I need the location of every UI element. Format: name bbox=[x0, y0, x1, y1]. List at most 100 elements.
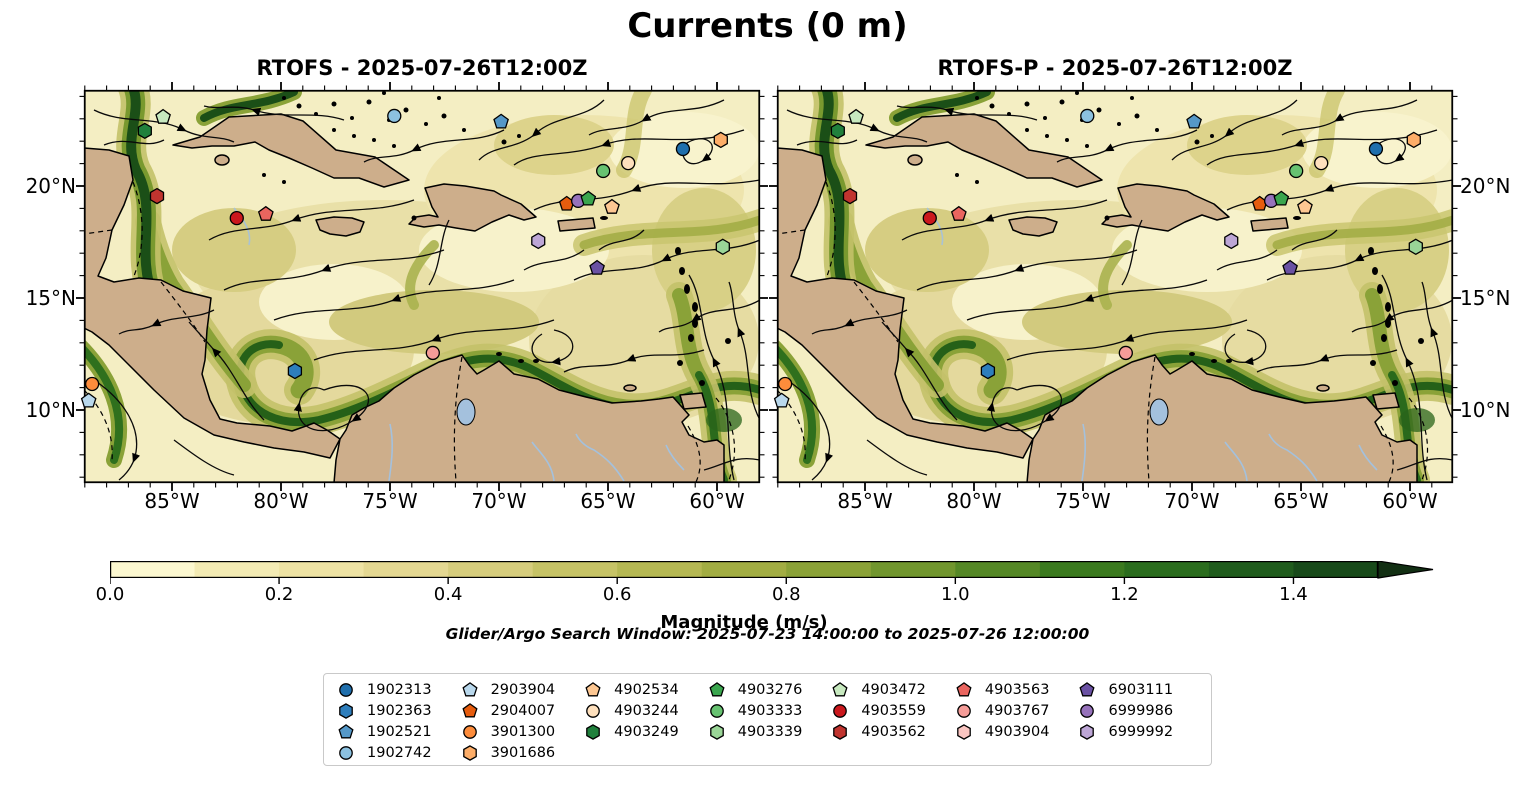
search-window-annotation: Glider/Argo Search Window: 2025-07-23 14… bbox=[445, 625, 1090, 643]
legend-label: 4903244 bbox=[614, 702, 679, 719]
legend-column: 4903472 4903559 4903562 bbox=[832, 679, 956, 742]
panel-title-rtofs-p: RTOFS-P - 2025-07-26T12:00Z bbox=[937, 56, 1293, 80]
legend-item-1902742: 1902742 bbox=[338, 742, 462, 763]
pentagon-marker-icon bbox=[832, 681, 848, 696]
legend-item-1902363: 1902363 bbox=[338, 700, 462, 721]
colorbar-label: Magnitude (m/s) bbox=[660, 612, 828, 633]
legend-column: 4903563 4903767 4903904 bbox=[956, 679, 1080, 742]
legend-item-4903249: 4903249 bbox=[585, 721, 709, 742]
x-tick-label: 65°W bbox=[580, 489, 636, 513]
circle-marker-icon bbox=[586, 703, 601, 718]
hexagon-marker-icon bbox=[1080, 723, 1095, 740]
map-panel-rtofs-p bbox=[769, 82, 1461, 491]
legend-item-4903559: 4903559 bbox=[832, 700, 956, 721]
legend-label: 3901300 bbox=[490, 723, 556, 740]
legend-label: 4903333 bbox=[737, 702, 803, 719]
circle-marker-icon bbox=[462, 724, 477, 739]
x-tick-label: 60°W bbox=[1382, 489, 1438, 513]
legend-column: 4903276 4903333 4903339 bbox=[709, 679, 833, 742]
colorbar-tick-label: 0.8 bbox=[771, 584, 801, 605]
circle-marker-icon bbox=[339, 682, 353, 697]
legend-item-4903276: 4903276 bbox=[709, 679, 833, 700]
pentagon-marker-icon bbox=[709, 681, 725, 696]
pentagon-marker-icon bbox=[462, 681, 478, 696]
legend-item-4903244: 4903244 bbox=[585, 700, 709, 721]
legend-item-3901686: 3901686 bbox=[462, 742, 586, 763]
y-tick-label: 10°N bbox=[25, 397, 76, 422]
legend-label: 4903339 bbox=[737, 723, 803, 740]
legend-label: 2904007 bbox=[490, 702, 556, 719]
y-tick-label: 20°N bbox=[25, 174, 76, 198]
land-trinidad bbox=[679, 392, 707, 410]
land-puerto-rico bbox=[557, 217, 596, 232]
hexagon-marker-icon bbox=[462, 744, 477, 761]
pentagon-marker-icon bbox=[1079, 681, 1096, 696]
circle-marker-icon bbox=[957, 703, 971, 718]
hexagon-marker-icon bbox=[833, 723, 848, 740]
legend-label: 4903563 bbox=[984, 681, 1050, 698]
legend-item-4903904: 4903904 bbox=[956, 721, 1080, 742]
legend-item-4903339: 4903339 bbox=[709, 721, 833, 742]
legend-label: 4903904 bbox=[984, 723, 1050, 740]
y-tick-label: 20°N bbox=[1460, 174, 1511, 198]
legend-label: 1902521 bbox=[367, 723, 432, 740]
legend-item-3901300: 3901300 bbox=[462, 721, 586, 742]
colorbar-tick-label: 0.6 bbox=[602, 584, 632, 605]
panel-title-rtofs: RTOFS - 2025-07-26T12:00Z bbox=[256, 56, 588, 80]
legend-label: 1902742 bbox=[367, 744, 432, 761]
x-tick-label: 85°W bbox=[837, 489, 893, 513]
legend-label: 4903767 bbox=[984, 702, 1050, 719]
x-tick-label: 75°W bbox=[1055, 489, 1111, 513]
colorbar-tick-label: 1.2 bbox=[1110, 584, 1139, 605]
pentagon-marker-icon bbox=[956, 681, 972, 696]
legend-item-4903767: 4903767 bbox=[956, 700, 1080, 721]
land-margarita bbox=[1316, 384, 1330, 392]
legend-label: 1902313 bbox=[367, 681, 432, 698]
colorbar bbox=[109, 560, 1440, 587]
circle-marker-icon bbox=[709, 703, 724, 718]
legend-label: 2903904 bbox=[490, 681, 556, 698]
land-puerto-rico bbox=[1250, 217, 1289, 232]
hexagon-marker-icon bbox=[957, 723, 971, 740]
legend-column: 6903111 6999986 6999992 bbox=[1079, 679, 1203, 742]
legend-item-1902521: 1902521 bbox=[338, 721, 462, 742]
land-margarita bbox=[623, 384, 637, 392]
legend-column: 4902534 4903244 4903249 bbox=[585, 679, 709, 742]
y-tick-label: 15°N bbox=[1460, 286, 1511, 310]
figure-title: Currents (0 m) bbox=[627, 6, 908, 46]
legend-label: 4903472 bbox=[861, 681, 926, 698]
legend-column: 1902313 1902363 1902521 1902742 bbox=[338, 679, 462, 763]
land-isla-juventud bbox=[907, 154, 923, 166]
y-tick-label: 15°N bbox=[25, 286, 76, 310]
legend-item-2903904: 2903904 bbox=[462, 679, 586, 700]
hexagon-marker-icon bbox=[586, 723, 601, 740]
lake-maracaibo bbox=[1149, 398, 1169, 426]
legend-item-4903563: 4903563 bbox=[956, 679, 1080, 700]
legend-label: 1902363 bbox=[367, 702, 432, 719]
x-tick-label: 65°W bbox=[1273, 489, 1329, 513]
circle-marker-icon bbox=[339, 745, 353, 760]
legend-column: 2903904 2904007 3901300 3901686 bbox=[462, 679, 586, 763]
legend-item-6999986: 6999986 bbox=[1079, 700, 1203, 721]
legend-label: 4903276 bbox=[737, 681, 803, 698]
circle-marker-icon bbox=[833, 703, 848, 718]
legend-label: 6999992 bbox=[1108, 723, 1174, 740]
x-tick-label: 80°W bbox=[946, 489, 1002, 513]
current-map bbox=[84, 90, 760, 483]
legend-label: 4903559 bbox=[861, 702, 926, 719]
legend-item-6903111: 6903111 bbox=[1079, 679, 1203, 700]
land-isla-juventud bbox=[214, 154, 230, 166]
colorbar-tick-label: 0.0 bbox=[95, 584, 125, 605]
circle-marker-icon bbox=[1080, 703, 1095, 718]
y-tick-label: 10°N bbox=[1460, 397, 1511, 422]
legend-item-6999992: 6999992 bbox=[1079, 721, 1203, 742]
legend-label: 4902534 bbox=[614, 681, 679, 698]
pentagon-marker-icon bbox=[462, 702, 478, 717]
pentagon-marker-icon bbox=[338, 723, 354, 738]
x-tick-label: 80°W bbox=[253, 489, 309, 513]
map-panel-rtofs bbox=[76, 82, 768, 491]
x-tick-label: 75°W bbox=[362, 489, 418, 513]
legend-label: 6999986 bbox=[1108, 702, 1174, 719]
x-tick-label: 85°W bbox=[144, 489, 200, 513]
legend-label: 6903111 bbox=[1108, 681, 1174, 698]
